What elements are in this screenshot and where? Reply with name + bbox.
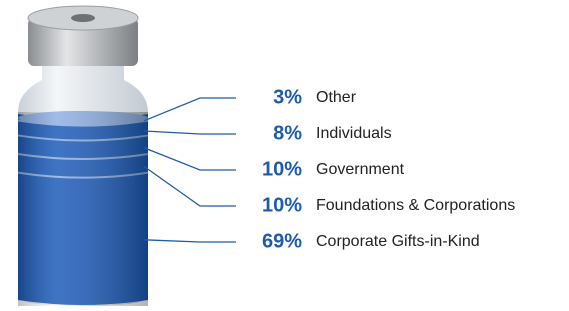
vial-cap-hole — [71, 14, 95, 22]
leader-line — [144, 148, 236, 170]
value-label: 69% — [262, 230, 302, 252]
leader-line — [144, 166, 236, 206]
labels: 3% Other 8% Individuals 10% Government 10% Foun… — [144, 86, 515, 252]
value-label: 10% — [262, 194, 302, 216]
leader-line — [144, 240, 236, 242]
category-label: Corporate Gifts-in-Kind — [316, 233, 480, 250]
category-label: Other — [316, 89, 357, 106]
value-label: 3% — [273, 86, 302, 108]
category-label: Individuals — [316, 125, 392, 142]
liquid-top — [18, 111, 148, 125]
value-label: 8% — [273, 122, 302, 144]
category-label: Government — [316, 161, 405, 178]
value-label: 10% — [262, 158, 302, 180]
chart: 3% Other 8% Individuals 10% Government 10% Foun… — [0, 0, 569, 311]
leader-line — [144, 98, 236, 121]
segments — [18, 111, 148, 305]
category-label: Foundations & Corporations — [316, 197, 515, 214]
segment — [18, 172, 148, 305]
leader-line — [144, 131, 236, 134]
